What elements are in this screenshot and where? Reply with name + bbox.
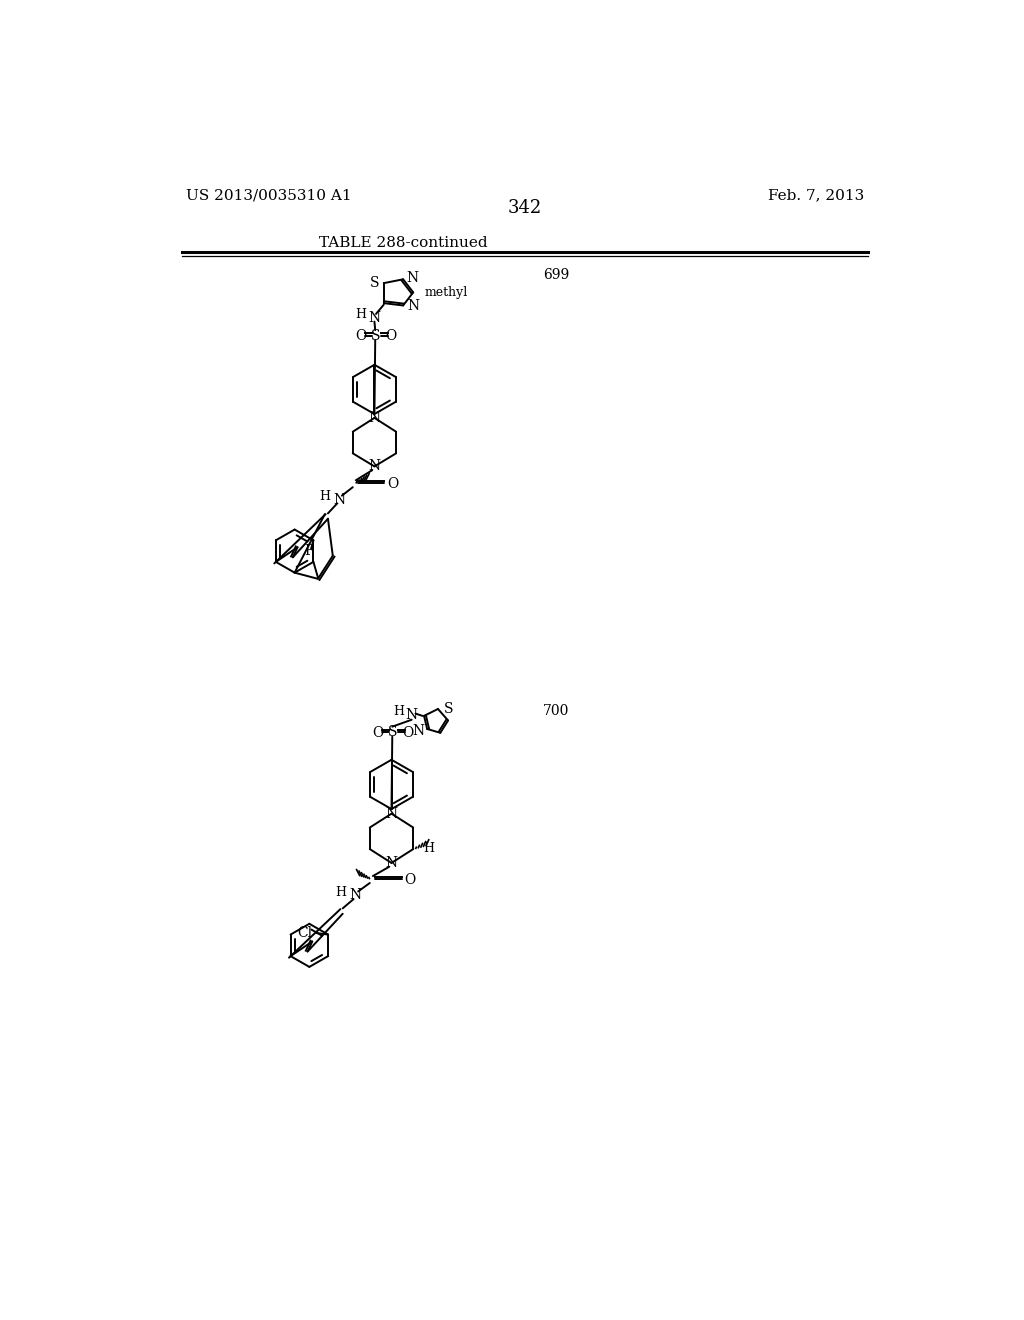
Text: O: O <box>355 329 367 343</box>
Text: N: N <box>407 271 419 285</box>
Text: N: N <box>350 888 361 903</box>
Text: O: O <box>387 477 398 491</box>
Text: 700: 700 <box>543 705 569 718</box>
Text: S: S <box>388 725 397 739</box>
Text: H: H <box>423 842 434 855</box>
Text: 699: 699 <box>543 268 569 282</box>
Text: Feb. 7, 2013: Feb. 7, 2013 <box>768 189 864 202</box>
Text: N: N <box>369 310 381 325</box>
Text: H: H <box>336 886 346 899</box>
Text: US 2013/0035310 A1: US 2013/0035310 A1 <box>186 189 352 202</box>
Text: N: N <box>385 855 397 870</box>
Text: F: F <box>305 544 314 558</box>
Text: H: H <box>319 490 331 503</box>
Text: O: O <box>402 726 414 739</box>
Text: S: S <box>372 329 381 342</box>
Text: N: N <box>406 708 418 722</box>
Text: S: S <box>370 276 379 290</box>
Text: N: N <box>369 459 381 474</box>
Text: O: O <box>385 329 396 343</box>
Text: N: N <box>369 411 381 425</box>
Text: TABLE 288-continued: TABLE 288-continued <box>318 236 487 249</box>
Text: O: O <box>404 873 416 887</box>
Text: methyl: methyl <box>425 286 468 298</box>
Text: N: N <box>412 723 424 738</box>
Text: H: H <box>393 705 403 718</box>
Text: H: H <box>355 308 367 321</box>
Text: N: N <box>334 492 346 507</box>
Text: 342: 342 <box>508 199 542 218</box>
Text: N: N <box>407 300 419 313</box>
Text: S: S <box>443 702 453 715</box>
Text: Cl: Cl <box>298 927 312 940</box>
Text: O: O <box>373 726 384 739</box>
Text: N: N <box>385 807 397 821</box>
